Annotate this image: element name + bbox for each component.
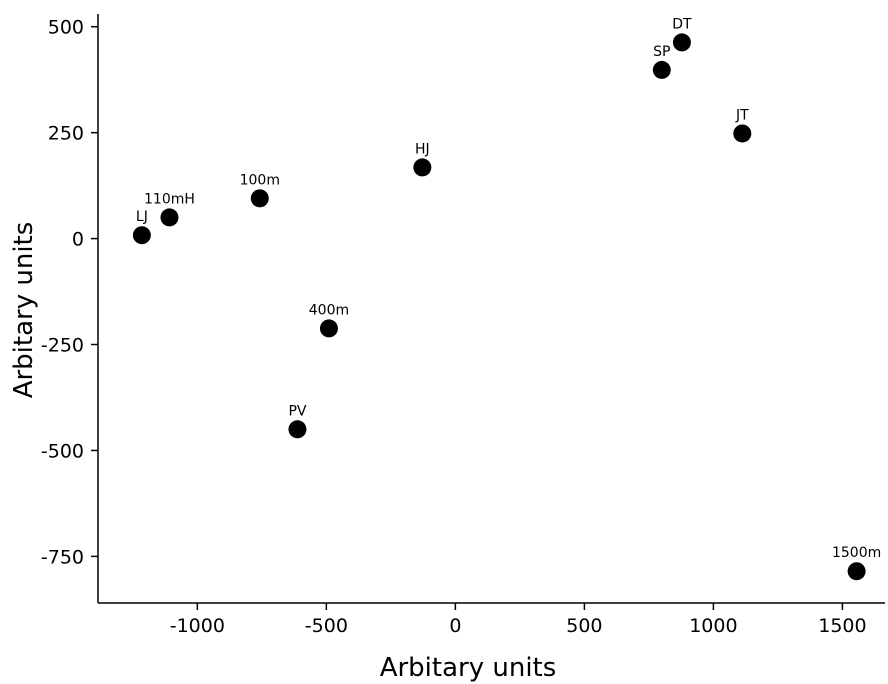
data-point-100m — [251, 189, 269, 207]
data-point-label: SP — [653, 44, 670, 60]
x-tick-label: -1000 — [170, 615, 225, 637]
data-point-400m — [320, 319, 338, 337]
y-tick-label: -250 — [41, 335, 84, 357]
data-point-hj — [413, 158, 431, 176]
data-point-110mh — [160, 208, 178, 226]
data-point-1500m — [848, 562, 866, 580]
data-point-pv — [288, 420, 306, 438]
data-point-label: JT — [735, 107, 749, 123]
data-point-label: 110mH — [144, 191, 195, 207]
y-tick-label: -750 — [41, 546, 84, 568]
x-tick-label: 0 — [449, 615, 461, 637]
x-tick-label: -500 — [305, 615, 348, 637]
y-tick-label: 500 — [48, 17, 84, 39]
data-point-jt — [733, 124, 751, 142]
x-tick-label: 1500 — [818, 615, 866, 637]
x-tick-label: 1000 — [689, 615, 737, 637]
plot-area — [98, 14, 885, 603]
x-tick-label: 500 — [566, 615, 602, 637]
data-point-label: LJ — [136, 209, 148, 225]
data-point-label: DT — [672, 16, 692, 32]
data-point-label: 400m — [309, 302, 349, 318]
y-tick-label: 0 — [72, 229, 84, 251]
data-point-label: 100m — [240, 172, 280, 188]
x-axis-title: Arbitary units — [380, 653, 557, 683]
data-point-lj — [133, 226, 151, 244]
data-point-label: HJ — [415, 141, 430, 157]
y-axis-ticks: 500 250 0 -250 -500 -750 — [41, 17, 98, 569]
y-axis-title: Arbitary units — [9, 222, 39, 399]
y-tick-label: -500 — [41, 440, 84, 462]
x-axis-ticks: -1000 -500 0 500 1000 1500 — [170, 603, 867, 637]
data-point-dt — [673, 33, 691, 51]
data-point-label: 1500m — [832, 545, 881, 561]
data-point-sp — [653, 61, 671, 79]
data-point-label: PV — [288, 403, 306, 419]
y-tick-label: 250 — [48, 123, 84, 145]
